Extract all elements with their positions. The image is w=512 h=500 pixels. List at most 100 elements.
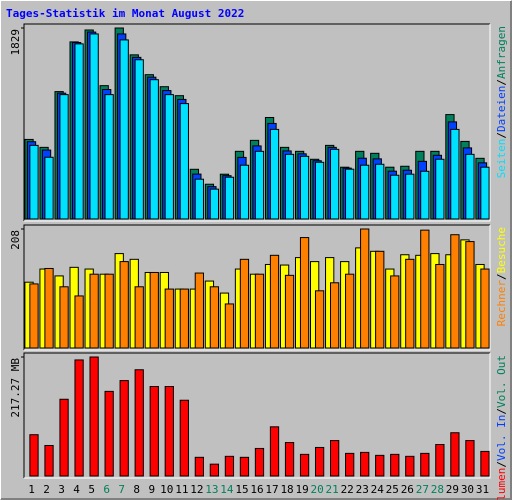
bar (104, 390, 114, 477)
bar (299, 237, 310, 349)
bar (450, 128, 460, 220)
bar (465, 241, 475, 349)
legend-separator: / (495, 132, 508, 139)
bar (119, 380, 129, 477)
bar (74, 295, 84, 349)
bar (224, 455, 235, 477)
bar (360, 451, 370, 477)
bar (164, 288, 174, 349)
bar (239, 258, 250, 349)
x-tick-label: 24 (371, 483, 385, 496)
bar (465, 440, 475, 477)
bar (149, 79, 159, 220)
bar (435, 444, 445, 477)
x-tick-label: 2 (43, 483, 50, 496)
panel-edge-light (24, 353, 491, 479)
bar (254, 273, 265, 349)
bar (134, 286, 144, 349)
bar (299, 155, 310, 220)
x-tick-label: 7 (118, 483, 125, 496)
bar (269, 254, 280, 349)
bar (420, 170, 430, 220)
bar (164, 94, 174, 220)
x-tick-label: 5 (88, 483, 95, 496)
bar (29, 434, 39, 477)
panel-edge-dark (23, 23, 490, 221)
legend-separator: / (495, 461, 508, 468)
bar (420, 229, 430, 349)
bar (360, 228, 370, 349)
bar (29, 144, 39, 220)
x-tick-label: 18 (280, 483, 293, 496)
legend-entry: Anfragen (495, 26, 508, 79)
bar (179, 288, 189, 349)
bar (179, 399, 189, 477)
bar (149, 386, 159, 477)
y-tick-label: 1829 (9, 29, 22, 56)
bar (224, 303, 235, 349)
x-tick-label: 9 (148, 483, 155, 496)
bar (314, 446, 325, 477)
x-tick-label: 19 (295, 483, 308, 496)
panel-edge-light (24, 225, 491, 351)
bar (59, 94, 69, 220)
x-tick-label: 6 (103, 483, 110, 496)
bar (104, 273, 114, 349)
x-tick-label: 1 (28, 483, 35, 496)
legend-separator: / (495, 273, 508, 280)
bar (194, 178, 204, 220)
x-tick-label: 21 (326, 483, 339, 496)
x-tick-label: 28 (431, 483, 444, 496)
bar (375, 454, 385, 477)
x-tick-label: 16 (250, 483, 263, 496)
bar (29, 283, 39, 349)
bar (74, 43, 84, 220)
bar (375, 250, 385, 349)
bar (314, 290, 325, 349)
bar (284, 153, 295, 220)
x-tick-label: 26 (401, 483, 414, 496)
bar (330, 440, 340, 477)
bar (405, 455, 415, 477)
bar (405, 173, 415, 220)
bar (254, 150, 265, 220)
bar (194, 272, 204, 349)
bar (74, 359, 84, 477)
bar (104, 94, 114, 220)
chart-title: Tages-Statistik im Monat August 2022 (6, 7, 244, 20)
legend-entry: Rechner (495, 280, 508, 327)
bar (179, 103, 189, 220)
bar (375, 163, 385, 220)
bar (59, 398, 69, 477)
bar (44, 156, 54, 220)
bar (450, 234, 460, 349)
bar (89, 33, 99, 220)
y-tick-label: 217.27 MB (9, 358, 22, 418)
bar (269, 426, 280, 477)
bar (390, 174, 400, 220)
bar (149, 271, 159, 349)
x-tick-label: 12 (190, 483, 203, 496)
bar (284, 274, 295, 349)
bar (209, 286, 220, 349)
bar (209, 463, 220, 477)
bar (44, 444, 54, 477)
legend-entry: Besuche (495, 227, 508, 273)
bar (134, 369, 144, 477)
legend: Seiten/Dateien/Anfragen (495, 26, 508, 178)
legend-entry: Vol. Out (495, 355, 508, 408)
bar (345, 168, 355, 220)
bar (59, 286, 69, 349)
y-tick-label: 208 (9, 230, 22, 250)
x-tick-label: 8 (133, 483, 140, 496)
bar (314, 161, 325, 220)
bar (239, 164, 250, 220)
panel-edge-dark (23, 224, 490, 350)
legend-separator: / (495, 408, 508, 415)
bar (480, 268, 490, 349)
x-tick-label: 10 (160, 483, 173, 496)
bar (435, 158, 445, 220)
x-tick-label: 3 (58, 483, 65, 496)
